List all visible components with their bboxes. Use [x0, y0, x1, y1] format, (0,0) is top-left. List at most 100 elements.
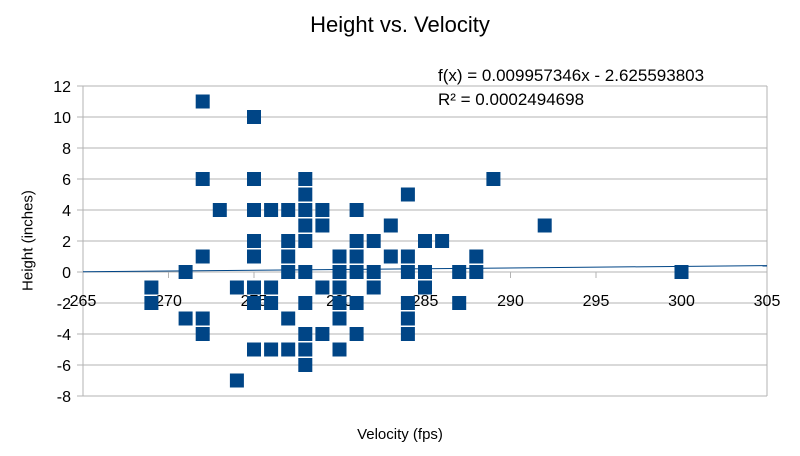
data-point: [195, 327, 210, 341]
data-point: [298, 218, 313, 233]
data-point: [229, 373, 244, 388]
data-point: [469, 265, 484, 279]
y-tick-label: 4: [62, 203, 71, 220]
x-tick-label: 270: [155, 293, 182, 310]
data-point: [264, 342, 279, 357]
data-point: [469, 249, 484, 264]
data-point: [281, 203, 296, 217]
data-point: [178, 265, 193, 279]
data-point: [366, 234, 381, 248]
data-point: [298, 342, 313, 357]
data-point: [264, 203, 279, 217]
data-point: [195, 94, 210, 109]
data-point: [366, 280, 381, 295]
data-point: [247, 249, 261, 264]
data-point: [247, 203, 261, 217]
data-point: [144, 296, 159, 310]
data-point: [366, 265, 381, 279]
data-point: [486, 172, 501, 186]
data-point: [349, 234, 364, 248]
data-point: [418, 280, 432, 295]
data-point: [195, 172, 210, 186]
data-point: [298, 265, 313, 279]
data-point: [178, 311, 193, 326]
data-point: [332, 249, 347, 264]
data-point: [400, 311, 415, 326]
data-point: [537, 218, 552, 233]
data-point: [298, 203, 313, 217]
data-point: [281, 234, 296, 248]
y-tick-label: -6: [57, 358, 71, 375]
x-axis-label: Velocity (fps): [357, 426, 443, 443]
data-point: [674, 265, 689, 279]
data-point: [383, 249, 398, 264]
data-point: [298, 358, 313, 372]
data-point: [400, 265, 415, 279]
x-tick-label: 290: [497, 293, 524, 310]
data-point: [212, 203, 227, 217]
x-tick-label: 305: [754, 293, 781, 310]
data-point: [400, 249, 415, 264]
data-point: [400, 327, 415, 341]
data-point: [281, 311, 296, 326]
data-point: [332, 342, 347, 357]
data-point: [349, 327, 364, 341]
trendline-equation: f(x) = 0.009957346x - 2.625593803: [438, 66, 705, 85]
data-point: [247, 342, 261, 357]
data-point: [264, 296, 279, 310]
y-tick-label: 2: [62, 234, 71, 251]
data-point: [315, 218, 330, 233]
x-tick-label: 265: [70, 293, 97, 310]
y-tick-label: -8: [57, 389, 71, 406]
data-point: [195, 311, 210, 326]
data-point: [383, 218, 398, 233]
data-point-layer: [144, 94, 689, 388]
x-tick-label: 300: [668, 293, 695, 310]
data-point: [247, 280, 261, 295]
x-tick-label: 285: [412, 293, 439, 310]
data-point: [349, 249, 364, 264]
data-point: [264, 280, 279, 295]
data-point: [144, 280, 159, 295]
data-point: [400, 187, 415, 202]
data-point: [247, 172, 261, 186]
data-point: [298, 234, 313, 248]
y-tick-label: 12: [53, 79, 71, 96]
data-point: [247, 110, 261, 124]
trendline-r-squared: R² = 0.0002494698: [438, 90, 585, 109]
data-point: [349, 265, 364, 279]
y-tick-label: 6: [62, 172, 71, 189]
tick-label-layer: -8-6-4-202468101226527027528028529029530…: [53, 79, 780, 406]
x-tick-label: 295: [583, 293, 610, 310]
y-tick-label: 10: [53, 110, 71, 127]
data-point: [332, 280, 347, 295]
data-point: [281, 249, 296, 264]
data-point: [332, 265, 347, 279]
data-point: [298, 327, 313, 341]
data-point: [349, 203, 364, 217]
data-point: [298, 172, 313, 186]
data-point: [315, 327, 330, 341]
y-tick-label: 0: [62, 265, 71, 282]
data-point: [315, 203, 330, 217]
data-point: [400, 296, 415, 310]
data-point: [452, 265, 467, 279]
data-point: [418, 265, 432, 279]
y-tick-label: -2: [57, 296, 71, 313]
data-point: [435, 234, 450, 248]
data-point: [332, 311, 347, 326]
data-point: [418, 234, 432, 248]
data-point: [281, 342, 296, 357]
data-point: [195, 249, 210, 264]
data-point: [452, 296, 467, 310]
chart-title: Height vs. Velocity: [310, 12, 490, 37]
data-point: [332, 296, 347, 310]
data-point: [298, 296, 313, 310]
data-point: [298, 187, 313, 202]
data-point: [349, 296, 364, 310]
data-point: [229, 280, 244, 295]
data-point: [247, 296, 261, 310]
data-point: [247, 234, 261, 248]
y-tick-label: 8: [62, 141, 71, 158]
